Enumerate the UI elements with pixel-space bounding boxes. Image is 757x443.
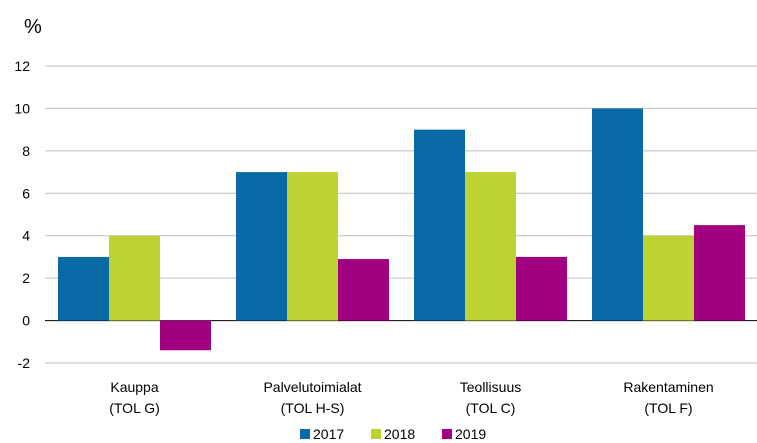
bar-2019-2 [516,256,567,321]
legend-swatch-2017 [300,429,310,439]
category-label: (TOL C) [466,400,516,416]
y-tick-label: 2 [22,270,30,286]
category-label: (TOL G) [109,400,160,416]
y-tick-label: 10 [14,100,30,116]
legend-swatch-2018 [371,429,381,439]
y-tick-label: 0 [22,313,30,329]
y-axis-unit-label: % [24,16,42,38]
legend: 2017 2018 2019 [300,426,486,442]
legend-label-2019: 2019 [455,426,486,442]
category-label: Palvelutoimialat [263,379,361,395]
category-label: (TOL F) [644,400,692,416]
y-tick-label: 8 [22,143,30,159]
bar-2017-3 [592,108,643,321]
legend-swatch-2019 [442,429,452,439]
y-tick-label: -2 [18,355,31,371]
bar-2018-1 [287,172,338,321]
category-label: Teollisuus [460,379,521,395]
category-label: Kauppa [110,379,158,395]
bar-2019-0 [160,320,211,351]
category-label: Rakentaminen [623,379,713,395]
y-tick-label: 6 [22,185,30,201]
bar-2018-0 [109,235,160,321]
y-tick-label: 4 [22,228,30,244]
bar-2018-2 [465,172,516,321]
legend-label-2017: 2017 [313,426,344,442]
category-labels: Kauppa (TOL G) Palvelutoimialat (TOL H-S) Te… [109,379,713,416]
bar-2018-3 [643,235,694,321]
legend-label-2018: 2018 [384,426,415,442]
bar-2017-0 [58,256,109,321]
y-tick-label: 12 [14,58,30,74]
bar-2019-1 [338,259,389,321]
y-axis-ticks: -2 0 2 4 6 8 10 12 [14,58,30,371]
bar-2017-2 [414,129,465,321]
category-label: (TOL H-S) [281,400,345,416]
bar-2017-1 [236,172,287,321]
bars [58,108,745,351]
bar-2019-3 [694,225,745,321]
